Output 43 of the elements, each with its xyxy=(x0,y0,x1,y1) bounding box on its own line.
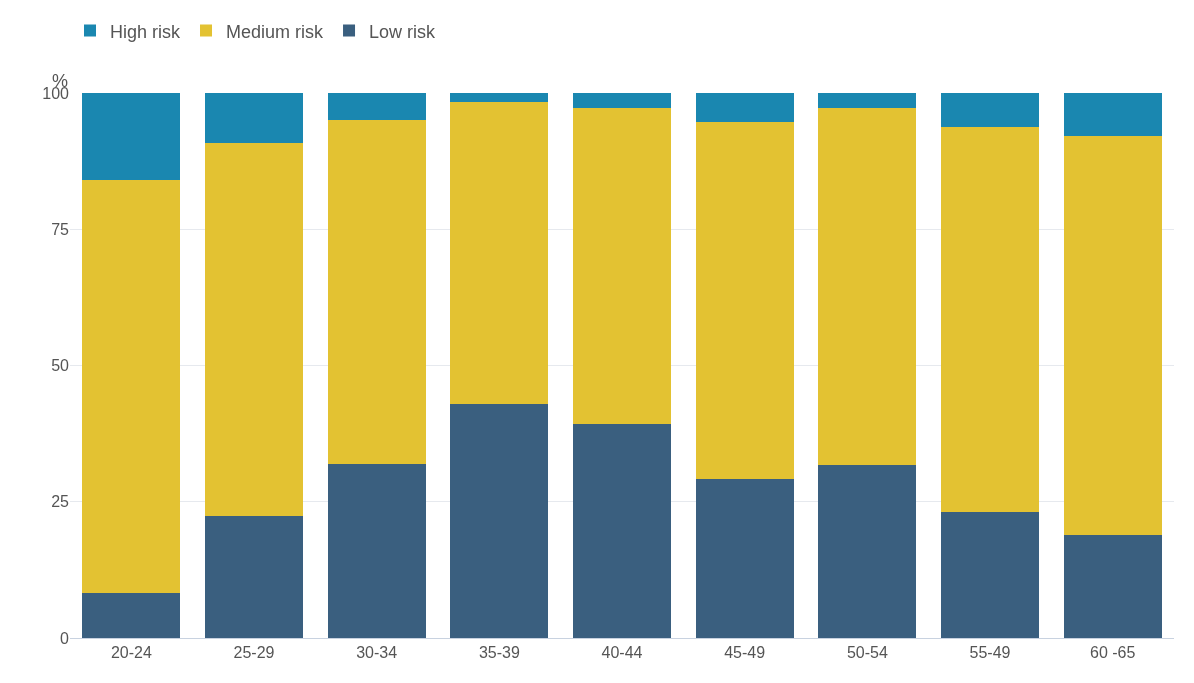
legend-label: High risk xyxy=(110,21,182,42)
bar xyxy=(82,93,181,181)
bar xyxy=(1063,535,1162,638)
bar xyxy=(327,93,426,120)
bar xyxy=(450,101,549,404)
bar xyxy=(818,108,917,466)
bar xyxy=(450,403,549,638)
bar xyxy=(818,465,917,638)
legend-label: Medium risk xyxy=(226,21,325,42)
bar xyxy=(1063,93,1162,137)
x-tick-label: 25-29 xyxy=(233,644,275,662)
bar xyxy=(82,592,181,638)
bar xyxy=(695,93,794,122)
bar xyxy=(572,423,672,638)
x-tick-label: 45-49 xyxy=(724,644,766,662)
bar xyxy=(940,126,1040,513)
x-tick-label: 30-34 xyxy=(356,644,398,662)
bar xyxy=(204,515,304,638)
x-tick-label: 40-44 xyxy=(601,644,643,662)
bar xyxy=(1063,136,1162,535)
bar xyxy=(940,512,1040,638)
bar xyxy=(695,121,794,480)
x-tick-label: 35-39 xyxy=(478,644,520,662)
bar xyxy=(818,93,917,109)
bar xyxy=(572,93,672,109)
x-tick-label: 60 -65 xyxy=(1089,644,1136,662)
y-tick-label: 75 xyxy=(51,220,70,238)
bar xyxy=(450,93,549,102)
y-tick-label: 25 xyxy=(51,493,70,511)
bar xyxy=(204,143,304,516)
x-tick-label: 20-24 xyxy=(110,644,152,662)
bar xyxy=(204,93,304,144)
bar xyxy=(940,93,1040,127)
bar xyxy=(572,108,672,424)
y-tick-label: 0 xyxy=(60,629,70,647)
bar xyxy=(695,479,794,638)
y-tick-label: 50 xyxy=(51,357,70,375)
x-tick-label: 50-54 xyxy=(846,644,888,662)
bar xyxy=(327,119,426,465)
bar xyxy=(327,464,426,638)
legend-label: Low risk xyxy=(369,21,437,42)
x-tick-label: 55-49 xyxy=(969,644,1011,662)
bar xyxy=(82,180,181,593)
